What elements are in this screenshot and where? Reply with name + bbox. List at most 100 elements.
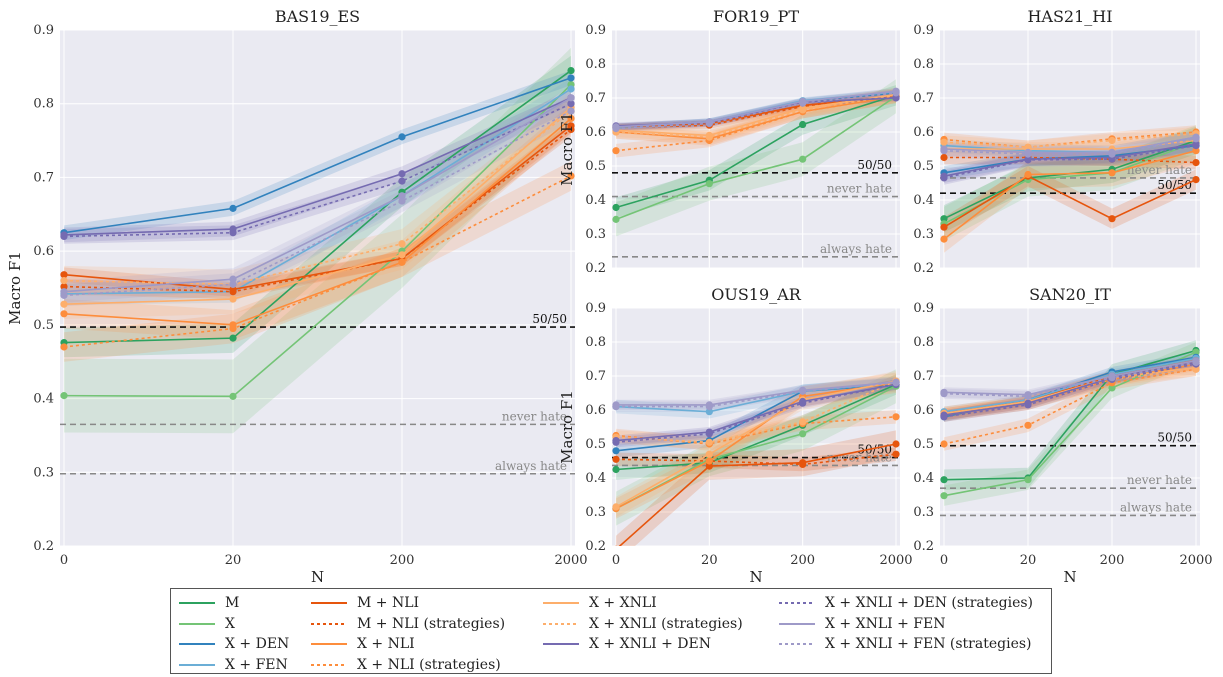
series-line xyxy=(615,95,897,221)
series-line xyxy=(615,94,897,209)
baseline-label: never hate xyxy=(827,450,892,464)
confidence-band xyxy=(616,89,896,158)
y-tick-label: 0.7 xyxy=(585,91,606,106)
x-axis-label: N xyxy=(1063,568,1076,586)
series-line xyxy=(615,453,897,466)
panel-title: FOR19_PT xyxy=(713,7,799,26)
legend-item: X + XNLI + FEN (strategies) xyxy=(779,634,1033,655)
plot-content: 50/50 never hate always hate xyxy=(612,79,900,258)
y-tick-label: 0.2 xyxy=(585,539,606,554)
legend-label: M + NLI (strategies) xyxy=(357,615,506,632)
x-tick-label: 20 xyxy=(225,553,242,568)
legend-swatch xyxy=(311,602,347,605)
y-tick-label: 0.2 xyxy=(585,261,606,276)
data-point xyxy=(1024,150,1032,158)
y-tick-label: 0.7 xyxy=(913,91,934,106)
legend-swatch xyxy=(543,622,579,625)
confidence-band xyxy=(616,372,896,519)
data-point xyxy=(705,438,713,446)
data-point xyxy=(1024,401,1032,409)
data-point xyxy=(1024,156,1032,164)
data-point xyxy=(705,457,713,465)
data-point xyxy=(940,147,948,155)
y-tick-label: 0.3 xyxy=(33,465,54,480)
data-point xyxy=(705,180,713,188)
confidence-band xyxy=(944,362,1196,451)
panel-has21-hi: 0.2 0.3 0.4 0.5 0.6 0.7 0.8 0.9 HAS21_HI 50/50nev… xyxy=(913,7,1200,276)
series-line xyxy=(618,443,897,546)
data-point xyxy=(1108,215,1116,223)
data-point xyxy=(892,440,900,448)
y-tick-label: 0.4 xyxy=(33,392,54,407)
data-point xyxy=(1192,348,1200,356)
data-point xyxy=(398,170,406,178)
data-point xyxy=(567,172,575,180)
confidence-band xyxy=(944,138,1196,185)
series-line xyxy=(943,131,1197,149)
y-tick-label: 0.9 xyxy=(913,301,934,316)
series-line xyxy=(943,175,1197,228)
data-point xyxy=(799,155,807,163)
data-point xyxy=(398,177,406,185)
data-point xyxy=(940,223,948,231)
data-point xyxy=(1024,170,1032,179)
data-point xyxy=(1108,136,1116,145)
data-point xyxy=(892,450,900,458)
y-tick-label: 0.7 xyxy=(33,170,54,185)
legend-item: X + DEN xyxy=(179,634,289,655)
series-line xyxy=(63,97,572,236)
data-point xyxy=(1192,142,1200,150)
data-point xyxy=(229,280,237,288)
y-tick-label: 0.9 xyxy=(913,23,934,38)
series-line xyxy=(63,175,572,348)
series-line xyxy=(615,416,897,445)
data-point xyxy=(892,379,900,387)
series-line xyxy=(63,106,572,306)
data-point xyxy=(940,215,948,223)
confidence-band xyxy=(616,430,896,546)
y-tick-label: 0.9 xyxy=(585,301,606,316)
legend-swatch xyxy=(779,602,815,605)
legend-label: M xyxy=(225,595,240,612)
plot-content: 50/50 never hate always hate xyxy=(60,47,575,475)
x-tick-label: 2000 xyxy=(879,553,912,568)
legend-swatch xyxy=(179,622,215,625)
legend-label: X + NLI (strategies) xyxy=(357,656,501,673)
baseline-label: 50/50 xyxy=(532,312,567,326)
data-point xyxy=(940,153,948,162)
data-point xyxy=(229,334,237,342)
series-line xyxy=(615,96,897,128)
panel-bas19-es: 0.2 0.3 0.4 0.5 0.6 0.7 0.8 0.9 0 20 200 2000 BAS19_… xyxy=(6,7,588,586)
data-point xyxy=(229,324,237,333)
data-point xyxy=(398,192,406,200)
data-point xyxy=(612,438,620,446)
panel-title: BAS19_ES xyxy=(275,7,360,26)
legend-item: X + XNLI xyxy=(543,593,743,614)
confidence-band xyxy=(64,96,571,244)
data-point xyxy=(799,418,807,426)
data-point xyxy=(60,232,68,240)
data-point xyxy=(1024,476,1032,484)
data-point xyxy=(567,125,575,134)
y-tick-label: 0.5 xyxy=(585,159,606,174)
series-line xyxy=(615,383,897,471)
series-line xyxy=(615,90,897,128)
data-point xyxy=(60,300,68,308)
data-point xyxy=(1108,150,1116,158)
series-line xyxy=(943,132,1197,149)
series-line xyxy=(943,366,1197,415)
series-line xyxy=(63,102,572,238)
data-point xyxy=(567,114,575,123)
data-point xyxy=(799,399,807,407)
series-line xyxy=(63,83,572,398)
legend-label: X + XNLI (strategies) xyxy=(589,615,743,632)
y-tick-label: 0.8 xyxy=(913,335,934,350)
y-tick-label: 0.5 xyxy=(913,159,934,174)
data-point xyxy=(612,215,620,223)
legend-label: X + NLI xyxy=(357,636,415,653)
data-point xyxy=(1024,392,1032,400)
series-line xyxy=(616,382,897,408)
series-line xyxy=(943,368,1197,445)
data-point xyxy=(1192,358,1200,366)
